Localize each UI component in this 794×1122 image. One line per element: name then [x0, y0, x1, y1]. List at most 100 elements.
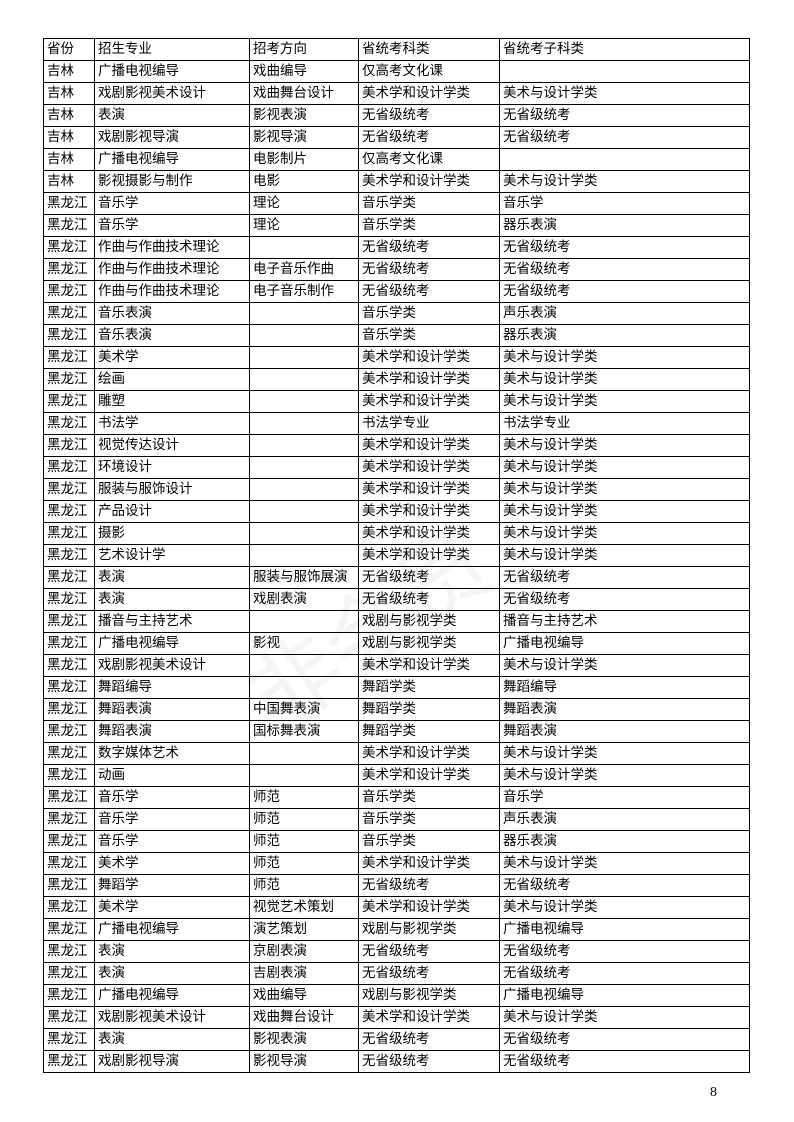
cell-exam-subcategory: 无省级统考: [499, 874, 750, 897]
cell-major: 音乐表演: [94, 324, 250, 347]
table-row: 黑龙江 动画 美术学和设计学类 美术与设计学类: [43, 764, 750, 787]
cell-province: 黑龙江: [43, 632, 95, 655]
cell-exam-subcategory: 无省级统考: [499, 940, 750, 963]
cell-province: 黑龙江: [43, 236, 95, 259]
cell-exam-category: 舞蹈学类: [358, 720, 500, 743]
table-row: 黑龙江 数字媒体艺术 美术学和设计学类 美术与设计学类: [43, 742, 750, 765]
table-row: 吉林 表演 影视表演 无省级统考 无省级统考: [43, 104, 750, 127]
cell-exam-subcategory: 无省级统考: [499, 126, 750, 149]
cell-major: 表演: [94, 104, 250, 127]
cell-exam-category: 美术学和设计学类: [358, 368, 500, 391]
cell-province: 吉林: [43, 126, 95, 149]
table-row: 黑龙江 播音与主持艺术 戏剧与影视学类 播音与主持艺术: [43, 610, 750, 633]
table-row: 黑龙江 作曲与作曲技术理论 电子音乐制作 无省级统考 无省级统考: [43, 280, 750, 303]
cell-exam-subcategory: 器乐表演: [499, 830, 750, 853]
cell-exam-category: 戏剧与影视学类: [358, 984, 500, 1007]
cell-province: 黑龙江: [43, 214, 95, 237]
cell-exam-subcategory: 美术与设计学类: [499, 544, 750, 567]
cell-major: 产品设计: [94, 500, 250, 523]
cell-direction: 招考方向: [249, 38, 359, 61]
cell-exam-category: 无省级统考: [358, 962, 500, 985]
cell-direction: 国标舞表演: [249, 720, 359, 743]
cell-direction: 戏曲舞台设计: [249, 1006, 359, 1029]
cell-exam-category: 美术学和设计学类: [358, 170, 500, 193]
cell-exam-category: 无省级统考: [358, 940, 500, 963]
cell-province: 黑龙江: [43, 940, 95, 963]
cell-exam-subcategory: 美术与设计学类: [499, 896, 750, 919]
cell-direction: 影视表演: [249, 104, 359, 127]
table-row: 黑龙江 音乐表演 音乐学类 声乐表演: [43, 302, 750, 325]
cell-major: 舞蹈学: [94, 874, 250, 897]
cell-major: 广播电视编导: [94, 60, 250, 83]
cell-exam-subcategory: 音乐学: [499, 786, 750, 809]
table-row: 黑龙江 表演 影视表演 无省级统考 无省级统考: [43, 1028, 750, 1051]
table-row: 黑龙江 表演 京剧表演 无省级统考 无省级统考: [43, 940, 750, 963]
table-row: 黑龙江 音乐表演 音乐学类 器乐表演: [43, 324, 750, 347]
cell-exam-subcategory: 美术与设计学类: [499, 368, 750, 391]
cell-major: 美术学: [94, 896, 250, 919]
cell-direction: 戏曲编导: [249, 984, 359, 1007]
cell-major: 服装与服饰设计: [94, 478, 250, 501]
table-row: 黑龙江 表演 服装与服饰展演 无省级统考 无省级统考: [43, 566, 750, 589]
cell-province: 黑龙江: [43, 962, 95, 985]
cell-exam-category: 省统考科类: [358, 38, 500, 61]
table-row: 黑龙江 产品设计 美术学和设计学类 美术与设计学类: [43, 500, 750, 523]
cell-exam-category: 无省级统考: [358, 280, 500, 303]
cell-exam-category: 戏剧与影视学类: [358, 632, 500, 655]
cell-exam-subcategory: 无省级统考: [499, 962, 750, 985]
cell-exam-subcategory: 声乐表演: [499, 808, 750, 831]
cell-direction: 影视表演: [249, 1028, 359, 1051]
cell-province: 黑龙江: [43, 192, 95, 215]
cell-exam-subcategory: 美术与设计学类: [499, 434, 750, 457]
table-row: 吉林 戏剧影视导演 影视导演 无省级统考 无省级统考: [43, 126, 750, 149]
cell-exam-subcategory: 无省级统考: [499, 258, 750, 281]
cell-major: 书法学: [94, 412, 250, 435]
cell-province: 黑龙江: [43, 676, 95, 699]
cell-major: 舞蹈表演: [94, 720, 250, 743]
cell-exam-category: 无省级统考: [358, 104, 500, 127]
cell-major: 作曲与作曲技术理论: [94, 258, 250, 281]
cell-direction: 电子音乐作曲: [249, 258, 359, 281]
cell-direction: [249, 764, 359, 787]
cell-province: 黑龙江: [43, 478, 95, 501]
cell-province: 黑龙江: [43, 654, 95, 677]
cell-exam-subcategory: 舞蹈编导: [499, 676, 750, 699]
cell-major: 动画: [94, 764, 250, 787]
table-row: 黑龙江 艺术设计学 美术学和设计学类 美术与设计学类: [43, 544, 750, 567]
cell-major: 舞蹈编导: [94, 676, 250, 699]
cell-direction: 理论: [249, 214, 359, 237]
cell-major: 艺术设计学: [94, 544, 250, 567]
cell-province: 黑龙江: [43, 742, 95, 765]
cell-province: 吉林: [43, 170, 95, 193]
cell-exam-subcategory: [499, 148, 750, 171]
cell-direction: 师范: [249, 874, 359, 897]
cell-exam-subcategory: 无省级统考: [499, 566, 750, 589]
cell-province: 黑龙江: [43, 368, 95, 391]
cell-direction: [249, 302, 359, 325]
cell-province: 黑龙江: [43, 808, 95, 831]
cell-province: 黑龙江: [43, 456, 95, 479]
table-row: 黑龙江 舞蹈表演 中国舞表演 舞蹈学类 舞蹈表演: [43, 698, 750, 721]
cell-exam-category: 无省级统考: [358, 566, 500, 589]
cell-exam-category: 仅高考文化课: [358, 60, 500, 83]
cell-direction: 戏剧表演: [249, 588, 359, 611]
cell-major: 广播电视编导: [94, 918, 250, 941]
cell-direction: 师范: [249, 808, 359, 831]
cell-province: 黑龙江: [43, 874, 95, 897]
cell-direction: [249, 346, 359, 369]
cell-exam-category: 美术学和设计学类: [358, 478, 500, 501]
cell-exam-subcategory: 美术与设计学类: [499, 346, 750, 369]
cell-direction: [249, 478, 359, 501]
cell-exam-category: 无省级统考: [358, 236, 500, 259]
cell-province: 黑龙江: [43, 302, 95, 325]
table-row: 黑龙江 音乐学 师范 音乐学类 音乐学: [43, 786, 750, 809]
cell-direction: 戏曲编导: [249, 60, 359, 83]
cell-province: 吉林: [43, 60, 95, 83]
cell-exam-category: 无省级统考: [358, 588, 500, 611]
table-row: 黑龙江 作曲与作曲技术理论 电子音乐作曲 无省级统考 无省级统考: [43, 258, 750, 281]
cell-exam-category: 美术学和设计学类: [358, 896, 500, 919]
cell-direction: [249, 412, 359, 435]
cell-exam-subcategory: 美术与设计学类: [499, 170, 750, 193]
cell-exam-category: 音乐学类: [358, 808, 500, 831]
table-row: 黑龙江 绘画 美术学和设计学类 美术与设计学类: [43, 368, 750, 391]
